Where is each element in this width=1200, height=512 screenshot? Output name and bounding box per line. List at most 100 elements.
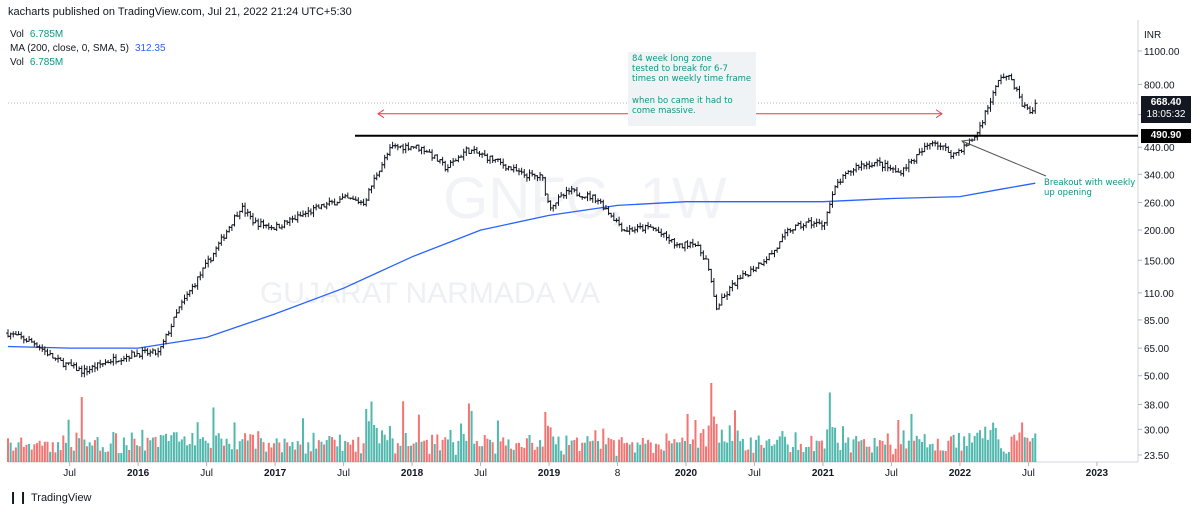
volume-bar <box>744 450 747 462</box>
volume-bar <box>820 440 823 462</box>
volume-bar <box>515 443 518 462</box>
volume-bar <box>175 432 178 462</box>
legend-ma-value: 312.35 <box>134 43 166 54</box>
legend-ma[interactable]: MA (200, close, 0, SMA, 5) 312.35 <box>10 43 166 54</box>
volume-bar <box>154 436 157 462</box>
volume-bar <box>352 439 355 462</box>
volume-bar <box>230 449 233 462</box>
volume-bar <box>207 443 210 462</box>
volume-bar <box>512 449 515 462</box>
volume-bar <box>747 449 750 462</box>
volume-bar <box>14 447 17 462</box>
volume-bar <box>186 445 189 462</box>
volume-bar <box>228 443 231 462</box>
volume-bar <box>346 442 349 462</box>
volume-bar <box>986 439 989 462</box>
tradingview-logo[interactable]: ❙❙ TradingView <box>8 490 92 504</box>
volume-bar <box>591 440 594 462</box>
breakout-note[interactable]: Breakout with weekly up opening <box>1044 178 1135 198</box>
volume-bar <box>813 451 816 462</box>
volume-bar <box>705 446 708 462</box>
volume-bar <box>317 440 320 462</box>
bo-note-line-1: when bo came it had to <box>632 96 733 106</box>
volume-bar <box>894 448 897 462</box>
volume-bar <box>607 437 610 462</box>
volume-bar <box>755 439 758 462</box>
volume-bar <box>201 437 204 462</box>
volume-bar <box>739 441 742 462</box>
volume-bar <box>699 433 702 462</box>
volume-bar <box>639 444 642 462</box>
volume-bar <box>789 452 792 462</box>
volume-bar <box>918 439 921 462</box>
volume-bar <box>172 432 175 462</box>
price-axis[interactable]: 1100.00 800.00 440.00 340.00 260.00 200.00 150… <box>1138 47 1180 462</box>
volume-bar <box>446 439 449 462</box>
volume-bar <box>618 439 621 462</box>
volume-bar <box>412 443 415 462</box>
volume-bar <box>494 453 497 462</box>
volume-bar <box>62 435 65 462</box>
volume-bar <box>697 447 700 462</box>
price-tick-label: 85.00 <box>1144 316 1169 327</box>
volume-bar <box>273 443 276 462</box>
volume-bar <box>467 403 470 462</box>
last-price-value: 668.40 <box>1150 97 1182 108</box>
volume-bar <box>865 446 868 462</box>
currency-label: INR <box>1144 30 1162 41</box>
legend-vol[interactable]: Vol 6.785M <box>10 29 63 40</box>
watermark-name: GUJARAT NARMADA VA <box>260 277 600 310</box>
volume-bar <box>167 441 170 462</box>
drawings <box>355 109 1138 177</box>
breakout-arrow-line <box>961 140 1047 177</box>
volume-bar <box>299 444 302 462</box>
volume-bar <box>676 442 679 462</box>
volume-bar <box>17 442 20 462</box>
volume-bar <box>315 448 318 462</box>
volume-bar <box>249 434 252 462</box>
volume-bar <box>907 440 910 462</box>
volume-bar <box>57 442 60 462</box>
volume-bar <box>757 435 760 462</box>
volume-bar <box>381 430 384 462</box>
volume-bar <box>544 411 547 462</box>
volume-bar <box>575 437 578 462</box>
volume-bar <box>1010 436 1013 462</box>
volume-bar <box>367 421 370 462</box>
volume-bar <box>333 439 336 462</box>
volume-bar <box>43 441 46 462</box>
legend-vol-2[interactable]: Vol 6.785M <box>10 57 63 68</box>
volume-bar <box>1015 440 1018 462</box>
volume-bar <box>586 436 589 462</box>
volume-bar <box>781 431 784 462</box>
volume-bar <box>265 451 268 462</box>
volume-bar <box>597 441 600 462</box>
volume-bar <box>507 439 510 462</box>
volume-bar <box>523 447 526 462</box>
volume-bar <box>928 444 931 462</box>
volume-bar <box>694 419 697 462</box>
price-tick-label: 65.00 <box>1144 344 1169 355</box>
volume-bar <box>225 438 228 462</box>
volume-bar <box>826 429 829 462</box>
volume-bar <box>251 434 254 462</box>
time-axis[interactable]: Jul 2016 Jul 2017 Jul 2018 Jul 2019 8 2020 Jul 2021… <box>63 462 1108 479</box>
volume-bar <box>973 435 976 462</box>
volume-bar <box>957 432 960 462</box>
volume-bar <box>647 439 650 462</box>
volume-bar <box>899 444 902 462</box>
volume-bar <box>889 444 892 462</box>
volume-bar <box>399 445 402 462</box>
volume-bar <box>1018 432 1021 462</box>
zone-note[interactable]: 84 week long zone tested to break for 6-… <box>628 52 756 126</box>
legend-vol2-value: 6.785M <box>29 57 64 68</box>
volume-bar <box>589 441 592 462</box>
volume-bar <box>776 439 779 462</box>
ma-line <box>7 182 1036 349</box>
volume-bar <box>441 439 444 462</box>
volume-bar <box>93 440 96 462</box>
volume-bar <box>9 442 12 462</box>
volume-bar <box>926 447 929 462</box>
volume-bar <box>125 445 128 462</box>
